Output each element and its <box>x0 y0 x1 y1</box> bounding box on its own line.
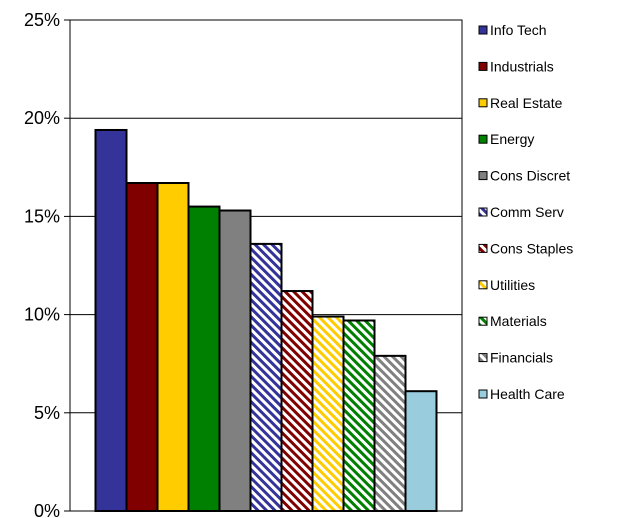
legend-swatch-financials <box>478 353 488 363</box>
legend-swatch-utilities <box>478 280 488 290</box>
bar-materials <box>342 319 376 512</box>
legend-label-industrials: Industrials <box>490 58 554 74</box>
legend-swatch-real-estate <box>478 98 488 108</box>
bar-health-care <box>404 390 438 513</box>
legend-swatch-health-care <box>478 389 488 399</box>
legend-swatch-info-tech <box>478 25 488 35</box>
bar-cons-staples <box>280 290 314 513</box>
legend-swatch-energy <box>478 134 488 144</box>
bar-utilities <box>311 315 345 512</box>
bar-financials <box>373 354 407 512</box>
bars <box>94 128 438 513</box>
legend-swatch-cons-staples <box>478 243 488 253</box>
bar-comm-serv <box>249 242 283 512</box>
legend-swatch-cons-discret <box>478 171 488 181</box>
legend-label-utilities: Utilities <box>490 277 535 293</box>
legend-label-financials: Financials <box>490 350 553 366</box>
legend-label-materials: Materials <box>490 313 547 329</box>
y-tick-label: 5% <box>34 403 60 423</box>
legend: Info Tech Industrials Real Estate Energy Con… <box>478 22 573 402</box>
legend-label-real-estate: Real Estate <box>490 95 563 111</box>
legend-label-cons-discret: Cons Discret <box>490 168 570 184</box>
legend-swatch-industrials <box>478 61 488 71</box>
legend-label-cons-staples: Cons Staples <box>490 240 573 256</box>
legend-label-info-tech: Info Tech <box>490 22 547 38</box>
bar-industrials <box>125 182 159 512</box>
bar-cons-discret <box>218 209 252 512</box>
legend-swatch-comm-serv <box>478 207 488 217</box>
y-tick-label: 20% <box>24 108 60 128</box>
y-tick-label: 15% <box>24 206 60 226</box>
y-axis-ticks: 0% 5% 10% 15% 20% 25% <box>24 10 70 518</box>
y-tick-label: 25% <box>24 10 60 30</box>
bar-real-estate <box>156 182 190 512</box>
bar-info-tech <box>94 128 128 512</box>
legend-label-energy: Energy <box>490 131 534 147</box>
y-tick-label: 0% <box>34 501 60 518</box>
y-tick-label: 10% <box>24 305 60 325</box>
bar-energy <box>187 205 221 513</box>
legend-swatch-materials <box>478 316 488 326</box>
legend-label-health-care: Health Care <box>490 386 565 402</box>
legend-label-comm-serv: Comm Serv <box>490 204 564 220</box>
plot-area-frame <box>69 19 463 512</box>
